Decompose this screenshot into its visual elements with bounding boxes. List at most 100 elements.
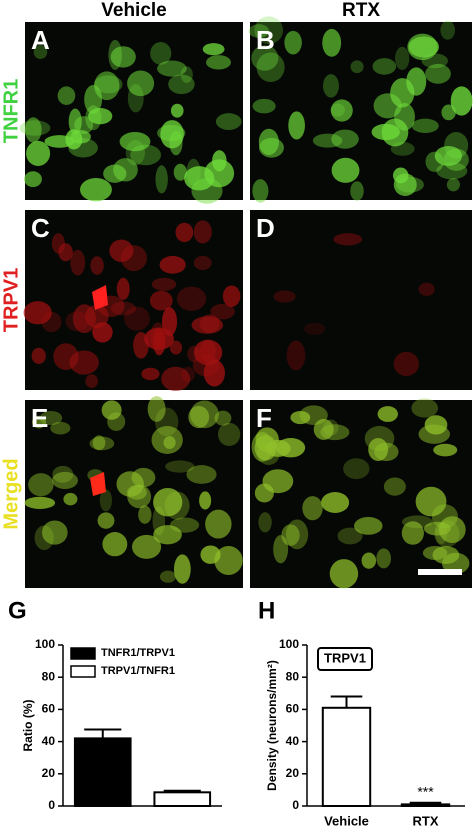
y-tick-label: 80: [42, 669, 56, 683]
cell: [155, 407, 179, 437]
cell: [26, 140, 51, 166]
cell: [372, 58, 397, 75]
cell: [286, 340, 306, 371]
row-label: TNFR1: [0, 79, 22, 143]
cell: [202, 43, 225, 56]
cell: [376, 548, 392, 569]
cell: [440, 20, 456, 40]
cell: [169, 340, 183, 355]
cell: [127, 84, 144, 113]
micrograph: [248, 16, 473, 203]
bar: [400, 803, 451, 808]
cell: [23, 301, 52, 325]
cell: [89, 436, 115, 451]
y-tick-label: 40: [286, 734, 300, 748]
cell: [159, 570, 176, 583]
cell: [33, 45, 48, 59]
bar: [73, 737, 132, 808]
cell: [51, 233, 65, 254]
cell: [406, 67, 427, 96]
panel-letter: E: [31, 403, 48, 433]
cell: [285, 519, 309, 550]
cell: [425, 151, 444, 172]
cell: [450, 86, 473, 116]
cell: [133, 332, 149, 359]
cell: [80, 177, 112, 202]
y-tick-label: 20: [286, 766, 300, 780]
micrograph: [250, 398, 472, 589]
cell: [173, 163, 187, 181]
cell: [276, 438, 306, 458]
cell: [210, 303, 235, 320]
legend-swatch: [70, 665, 96, 678]
cell: [421, 53, 448, 69]
cell: [92, 322, 113, 343]
panel-letter: C: [31, 213, 50, 243]
cell: [415, 486, 447, 517]
cell: [411, 118, 439, 133]
cell: [408, 36, 439, 58]
cell: [187, 345, 201, 363]
cell: [288, 111, 305, 140]
cell: [354, 516, 383, 535]
cell: [102, 532, 128, 557]
cell: [371, 123, 400, 141]
cell: [205, 509, 232, 539]
cell: [24, 171, 42, 188]
cell: [254, 483, 274, 503]
x-tick-label: Vehicle: [324, 813, 369, 828]
panel-letter: F: [256, 403, 272, 433]
cell: [193, 220, 212, 244]
cell: [181, 366, 195, 383]
y-tick-label: 40: [42, 734, 56, 748]
cell: [394, 46, 410, 71]
cell: [436, 162, 468, 180]
cell: [41, 520, 68, 545]
cell: [443, 148, 469, 171]
cell: [153, 487, 183, 517]
cell: [361, 552, 377, 569]
cell: [70, 249, 86, 276]
cell: [350, 181, 364, 201]
cell: [124, 306, 150, 331]
legend-label: TRPV1: [324, 650, 366, 665]
cell: [161, 366, 191, 391]
cell: [434, 146, 462, 166]
cell: [418, 282, 435, 296]
cell: [94, 71, 120, 101]
cell: [256, 52, 285, 83]
cell: [302, 496, 323, 521]
cell: [53, 343, 79, 370]
cell: [313, 418, 334, 440]
row-label: TRPV1: [0, 268, 22, 332]
cell: [119, 132, 151, 152]
cell: [281, 524, 300, 546]
cell: [217, 422, 241, 447]
y-tick-label: 60: [286, 702, 300, 716]
cell: [157, 60, 187, 77]
cell: [51, 471, 78, 489]
cell: [149, 290, 173, 311]
y-axis-label: Density (neurons/mm²): [265, 660, 279, 791]
bar: [321, 706, 372, 807]
panel-letter: G: [8, 597, 27, 624]
cell: [153, 525, 182, 545]
y-tick-label: 80: [286, 669, 300, 683]
cell: [441, 552, 470, 574]
cell: [57, 86, 76, 105]
cell: [401, 521, 424, 545]
micrograph: [23, 210, 243, 391]
cell: [168, 74, 195, 95]
cell: [175, 222, 194, 243]
cell: [425, 63, 451, 84]
cell: [88, 108, 113, 125]
cell: [109, 239, 134, 262]
cell: [273, 290, 296, 303]
cell: [191, 316, 224, 334]
y-tick-label: 20: [42, 766, 56, 780]
y-axis-label: Ratio (%): [21, 700, 35, 752]
cell: [63, 492, 78, 506]
micrograph: [250, 210, 472, 390]
cell: [132, 534, 162, 559]
cell: [138, 505, 152, 524]
